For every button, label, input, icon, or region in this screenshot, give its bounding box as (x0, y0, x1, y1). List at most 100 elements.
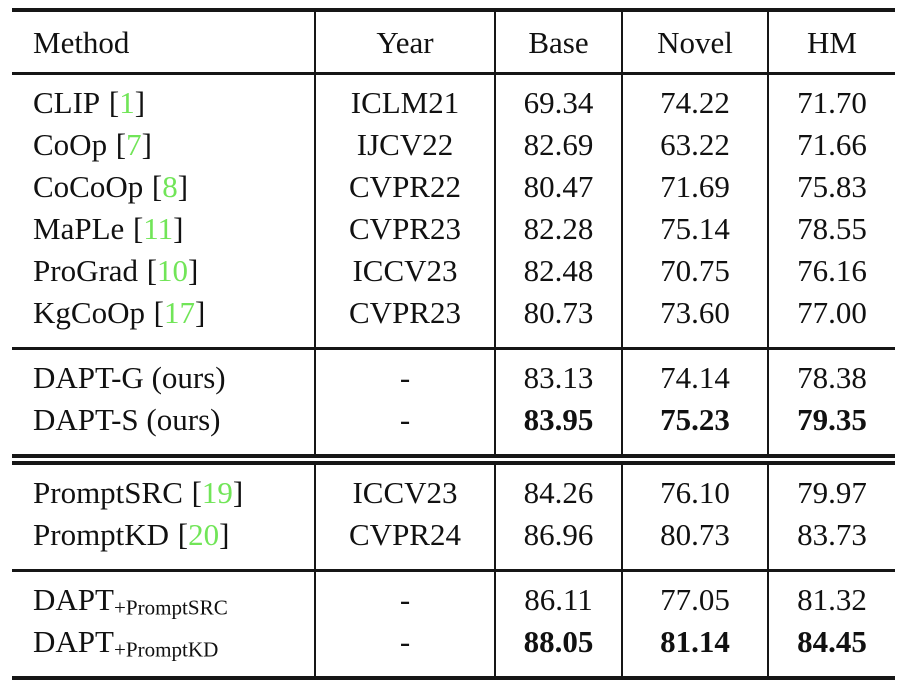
citation-ref: [10] (147, 253, 199, 288)
row-clip: CLIP [1] ICLM21 69.34 74.22 71.70 (12, 73, 895, 124)
method-cell: CLIP [1] (12, 73, 316, 124)
citation-number: 8 (162, 169, 178, 204)
hm-cell: 84.45 (797, 624, 867, 659)
year-cell: ICLM21 (315, 73, 496, 124)
hm-cell: 78.55 (797, 211, 867, 246)
novel-cell: 73.60 (622, 292, 769, 349)
novel-cell: 76.10 (622, 463, 769, 514)
novel-cell: 74.14 (622, 348, 769, 399)
row-coop: CoOp [7] IJCV22 82.69 63.22 71.66 (12, 124, 895, 166)
col-header-method: Method (12, 10, 316, 74)
hm-cell: 79.35 (797, 402, 867, 437)
row-dapt-promptkd: DAPT+PromptKD - 88.05 81.14 84.45 (12, 621, 895, 678)
method-name: ProGrad (33, 253, 139, 288)
citation-ref: [20] (178, 517, 230, 552)
method-cell: DAPT-S (ours) (12, 399, 316, 456)
year-cell: - (315, 348, 496, 399)
row-promptsrc: PromptSRC [19] ICCV23 84.26 76.10 79.97 (12, 463, 895, 514)
bracket-close: ] (219, 517, 230, 552)
method-cell: ProGrad [10] (12, 250, 316, 292)
novel-cell: 63.22 (622, 124, 769, 166)
bracket-open: [ (191, 475, 202, 510)
method-cell: DAPT-G (ours) (12, 348, 316, 399)
base-cell: 88.05 (495, 621, 623, 678)
method-name: PromptSRC (33, 475, 183, 510)
citation-number: 1 (119, 85, 135, 120)
year-cell: CVPR23 (315, 208, 496, 250)
col-header-hm: HM (807, 25, 857, 60)
citation-number: 11 (143, 211, 174, 246)
row-dapt-s: DAPT-S (ours) - 83.95 75.23 79.35 (12, 399, 895, 456)
novel-cell: 75.23 (622, 399, 769, 456)
bracket-close: ] (177, 169, 189, 204)
method-cell: PromptKD [20] (12, 514, 316, 571)
header-row: Method Year Base Novel HM (12, 10, 895, 74)
table-header: Method Year Base Novel HM (12, 10, 895, 74)
base-cell: 82.28 (495, 208, 623, 250)
bracket-open: [ (153, 295, 164, 330)
hm-cell: 78.38 (797, 360, 867, 395)
method-name: KgCoOp (33, 295, 145, 330)
year-cell: ICCV23 (315, 250, 496, 292)
method-subscript: +PromptSRC (113, 595, 228, 620)
base-cell: 86.11 (495, 570, 623, 621)
section-dapt-ours: DAPT-G (ours) - 83.13 74.14 78.38 DAPT-S… (12, 348, 895, 456)
hm-cell: 83.73 (797, 517, 867, 552)
row-dapt-g: DAPT-G (ours) - 83.13 74.14 78.38 (12, 348, 895, 399)
divider-row (12, 456, 895, 463)
base-cell: 69.34 (495, 73, 623, 124)
citation-ref: [7] (116, 127, 152, 162)
bracket-open: [ (146, 253, 158, 288)
bracket-open: [ (132, 211, 144, 246)
citation-ref: [1] (109, 85, 145, 120)
bracket-close: ] (134, 85, 146, 120)
row-promptkd: PromptKD [20] CVPR24 86.96 80.73 83.73 (12, 514, 895, 571)
section-baselines: CLIP [1] ICLM21 69.34 74.22 71.70 CoOp [7]… (12, 73, 895, 349)
novel-cell: 81.14 (622, 621, 769, 678)
year-cell: - (315, 399, 496, 456)
hm-cell: 71.66 (797, 127, 867, 162)
novel-cell: 71.69 (622, 166, 769, 208)
bracket-open: [ (108, 85, 120, 120)
method-name: DAPT (33, 624, 114, 659)
method-name: CLIP (33, 85, 101, 120)
bracket-close: ] (188, 253, 199, 288)
bracket-close: ] (194, 295, 206, 330)
method-name: CoOp (33, 127, 108, 162)
hm-cell: 81.32 (797, 582, 867, 617)
method-cell: CoOp [7] (12, 124, 316, 166)
row-maple: MaPLe [11] CVPR23 82.28 75.14 78.55 (12, 208, 895, 250)
section-prompt-methods: PromptSRC [19] ICCV23 84.26 76.10 79.97 P… (12, 463, 895, 571)
hm-cell: 77.00 (797, 295, 867, 330)
bracket-open: [ (115, 127, 127, 162)
novel-cell: 70.75 (622, 250, 769, 292)
citation-ref: [17] (154, 295, 206, 330)
bracket-close: ] (173, 211, 184, 246)
results-table: Method Year Base Novel HM CLIP [1] ICLM21… (12, 8, 895, 680)
novel-cell: 74.22 (622, 73, 769, 124)
year-cell: IJCV22 (315, 124, 496, 166)
method-name: CoCoOp (33, 169, 144, 204)
method-name: PromptKD (33, 517, 170, 552)
col-header-year: Year (315, 10, 496, 74)
year-cell: - (315, 570, 496, 621)
hm-cell: 75.83 (797, 169, 867, 204)
citation-number: 20 (188, 517, 220, 552)
method-cell: DAPT+PromptSRC (12, 570, 316, 621)
novel-cell: 80.73 (622, 514, 769, 571)
bracket-close: ] (232, 475, 244, 510)
citation-ref: [19] (192, 475, 244, 510)
method-subscript: +PromptKD (113, 637, 219, 662)
hm-cell: 76.16 (797, 253, 867, 288)
row-cocoop: CoCoOp [8] CVPR22 80.47 71.69 75.83 (12, 166, 895, 208)
method-cell: CoCoOp [8] (12, 166, 316, 208)
method-name: MaPLe (33, 211, 125, 246)
novel-cell: 75.14 (622, 208, 769, 250)
method-cell: PromptSRC [19] (12, 463, 316, 514)
section-dapt-combined: DAPT+PromptSRC - 86.11 77.05 81.32 DAPT+… (12, 570, 895, 678)
year-cell: CVPR24 (315, 514, 496, 571)
hm-cell: 71.70 (797, 85, 867, 120)
method-name: DAPT (33, 582, 114, 617)
year-cell: CVPR22 (315, 166, 496, 208)
base-cell: 82.48 (495, 250, 623, 292)
